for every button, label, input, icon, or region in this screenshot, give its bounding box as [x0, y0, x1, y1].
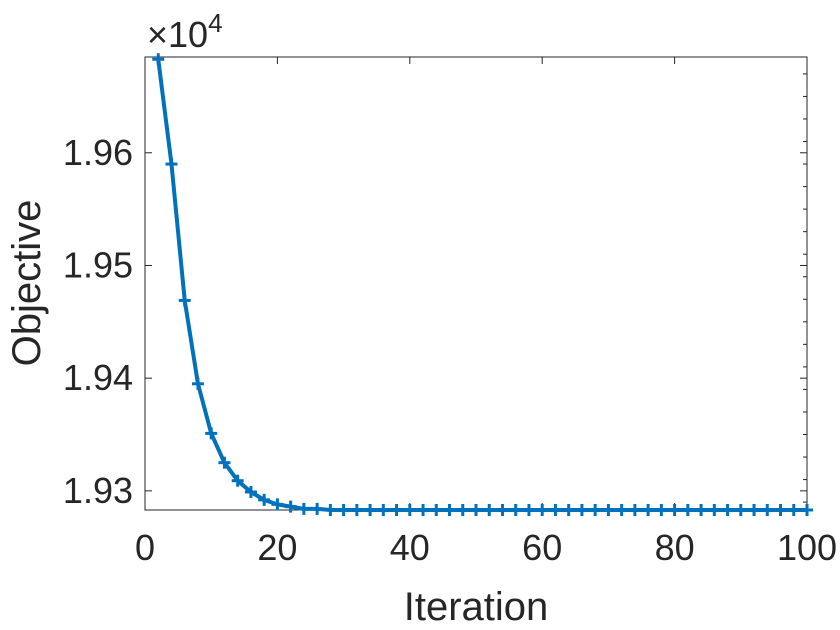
data-point-marker [350, 504, 363, 516]
x-tick-label: 0 [135, 527, 155, 568]
data-point-marker [456, 504, 469, 516]
exponent-power: 4 [208, 8, 222, 38]
data-point-marker [165, 158, 178, 171]
data-point-marker [297, 502, 310, 515]
data-point-marker [403, 504, 416, 516]
series-group [152, 53, 813, 516]
data-point-marker [377, 504, 390, 516]
data-point-marker [615, 504, 628, 516]
data-point-marker [496, 504, 509, 516]
data-point-marker [191, 377, 204, 390]
data-point-marker [536, 504, 549, 516]
data-point-marker [483, 504, 496, 516]
y-axis-label: Objective [5, 200, 49, 367]
data-point-marker [668, 504, 681, 516]
x-tick-label: 20 [257, 527, 297, 568]
data-point-marker [522, 504, 535, 516]
data-point-marker [681, 504, 694, 516]
x-tick-label: 60 [522, 527, 562, 568]
plot-area [144, 56, 808, 511]
data-point-marker [271, 498, 284, 511]
data-point-marker [311, 502, 324, 515]
data-point-marker [695, 504, 708, 516]
data-point-marker [774, 504, 787, 516]
data-point-marker [258, 493, 271, 506]
axis-exponent-label: ×104 [147, 8, 223, 55]
data-point-marker [205, 427, 218, 440]
data-point-marker [364, 504, 377, 516]
data-point-marker [602, 504, 615, 516]
y-tick-label: 1.96 [63, 132, 133, 173]
exponent-base: ×10 [147, 14, 208, 55]
data-point-marker [443, 504, 456, 516]
data-point-marker [470, 504, 482, 516]
data-point-marker [244, 485, 257, 498]
data-point-marker [575, 504, 588, 516]
data-point-marker [655, 504, 668, 516]
data-point-marker [562, 504, 575, 516]
data-point-marker [761, 504, 774, 516]
data-point-marker [324, 504, 337, 516]
x-tick-labels: 0 20 40 60 80 100 [135, 527, 837, 568]
data-point-marker [152, 53, 165, 66]
data-point-marker [549, 504, 562, 516]
data-point-marker [231, 474, 244, 487]
data-point-marker [801, 504, 813, 516]
x-axis-label: Iteration [404, 585, 549, 629]
y-tick-labels: 1.93 1.94 1.95 1.96 [63, 132, 133, 511]
y-tick-label: 1.93 [63, 470, 133, 511]
axis-ticks [144, 57, 808, 510]
data-point-marker [178, 294, 191, 307]
data-point-marker [734, 504, 747, 516]
data-point-marker [787, 504, 800, 516]
data-point-marker [430, 504, 443, 516]
data-point-marker [337, 504, 350, 516]
y-tick-label: 1.95 [63, 244, 133, 285]
data-point-marker [708, 504, 721, 516]
data-point-marker [748, 504, 761, 516]
data-point-marker [721, 504, 734, 516]
data-point-marker [589, 504, 602, 516]
data-point-marker [417, 504, 430, 516]
data-point-marker [390, 504, 403, 516]
data-point-marker [642, 504, 655, 516]
x-tick-label: 80 [655, 527, 695, 568]
y-tick-label: 1.94 [63, 357, 133, 398]
data-point-marker [628, 504, 641, 516]
x-tick-label: 100 [777, 527, 837, 568]
data-point-marker [509, 504, 522, 516]
x-tick-label: 40 [390, 527, 430, 568]
data-point-marker [284, 500, 297, 513]
data-point-marker [218, 456, 231, 469]
